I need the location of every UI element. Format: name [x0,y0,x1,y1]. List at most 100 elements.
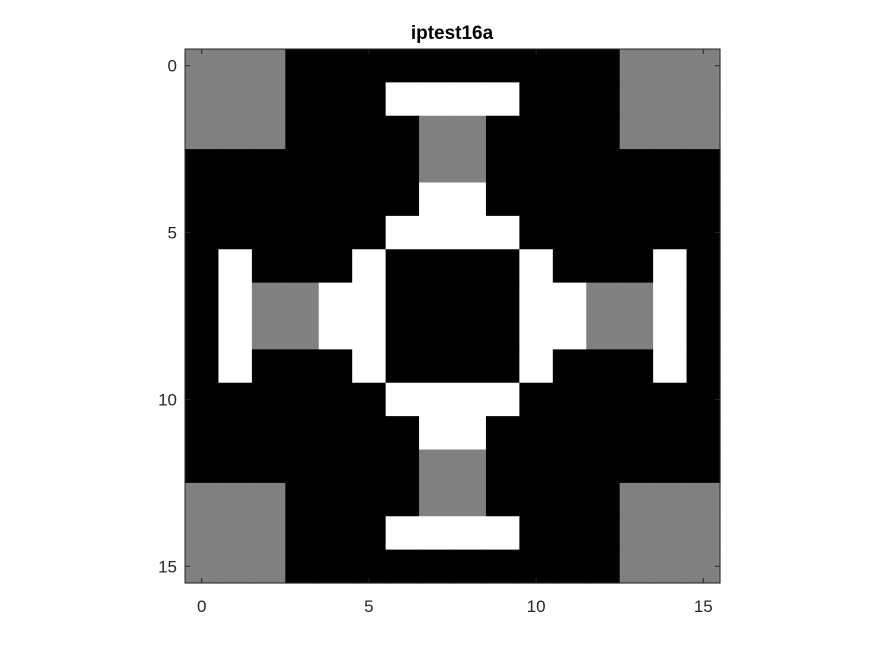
heatmap-cell [519,449,554,484]
heatmap-cell [586,549,621,584]
heatmap-cell [452,215,487,250]
heatmap-cell [686,382,721,417]
x-tick-label: 10 [527,597,546,616]
heatmap-cell [653,416,688,451]
heatmap-cell [185,549,220,584]
heatmap-cell [318,549,353,584]
heatmap-cell [352,149,387,184]
heatmap-cell [251,349,286,384]
heatmap-cell [452,316,487,350]
heatmap-cell [352,282,387,317]
heatmap-cell [552,215,587,250]
heatmap-cell [218,549,253,584]
heatmap-cell [552,316,587,350]
heatmap-cell [218,382,253,417]
heatmap-cell [686,149,721,184]
heatmap-cell [485,115,520,150]
heatmap-cell [185,249,220,284]
heatmap-cell [318,416,353,451]
heatmap-cell [318,149,353,184]
heatmap-cell [352,416,387,451]
heatmap-cell [552,549,587,584]
heatmap-cell [485,482,520,517]
heatmap-cell [251,82,286,117]
heatmap-cell [686,249,721,284]
heatmap-cell [619,516,654,551]
heatmap-cell [419,382,454,417]
heatmap-cell [419,182,454,217]
heatmap-cell [318,349,353,384]
heatmap-cell [452,249,487,284]
heatmap-cell [586,449,621,484]
heatmap-cell [185,349,220,384]
heatmap-cell [619,449,654,484]
heatmap-cell [485,282,520,317]
heatmap-cell [653,449,688,484]
heatmap-cell [218,316,253,350]
heatmap-cell [218,449,253,484]
heatmap-cell [251,516,286,551]
heatmap-cell [686,349,721,384]
heatmap-cell [185,449,220,484]
heatmap-cell [519,215,554,250]
heatmap-cell [251,182,286,217]
heatmap-cell [352,115,387,150]
heatmap-cell [586,82,621,117]
heatmap-cell [185,516,220,551]
heatmap-cell [519,482,554,517]
heatmap-cell [251,282,286,317]
y-tick-label: 10 [158,390,177,409]
heatmap-cell [686,282,721,317]
heatmap-cell [352,349,387,384]
heatmap-cell [653,516,688,551]
heatmap-cell [686,549,721,584]
heatmap-cell [352,249,387,284]
axis-ticks: 0 5 10 15 0 5 10 15 [158,49,720,616]
heatmap-cell [552,182,587,217]
x-tick-label: 5 [364,597,373,616]
heatmap-cell [251,115,286,150]
heatmap-cell [385,516,420,551]
heatmap-cell [352,382,387,417]
heatmap-cell [653,482,688,517]
heatmap-cell [285,249,320,284]
heatmap-cell [185,49,220,83]
heatmap-cell [452,516,487,551]
heatmap-cell [586,416,621,451]
heatmap-cell [485,182,520,217]
heatmap-cell [318,115,353,150]
heatmap-cell [385,182,420,217]
heatmap-cell [352,316,387,350]
heatmap-cell [185,182,220,217]
heatmap-cell [218,282,253,317]
heatmap-cell [485,82,520,117]
heatmap-cell [586,282,621,317]
heatmap-cell [251,149,286,184]
heatmap-cell [419,416,454,451]
heatmap-cell [285,449,320,484]
heatmap-cell [619,382,654,417]
heatmap-cell [251,215,286,250]
heatmap-cell [586,516,621,551]
heatmap-cell [385,49,420,83]
heatmap-cell [318,449,353,484]
heatmap-cell [218,49,253,83]
heatmap-cell [318,482,353,517]
heatmap-cell [385,449,420,484]
heatmap-cell [419,215,454,250]
heatmap-cell [485,215,520,250]
heatmap-cell [419,49,454,83]
heatmap-cell [653,382,688,417]
heatmap-cell [686,516,721,551]
heatmap-cell [318,49,353,83]
heatmap-cell [485,49,520,83]
heatmap-cell [385,82,420,117]
heatmap-cell [285,549,320,584]
heatmap-cell [686,482,721,517]
heatmap-cell [251,49,286,83]
heatmap-cell [419,282,454,317]
heatmap-cell [352,482,387,517]
heatmap-cell [485,349,520,384]
heatmap-cell [552,516,587,551]
